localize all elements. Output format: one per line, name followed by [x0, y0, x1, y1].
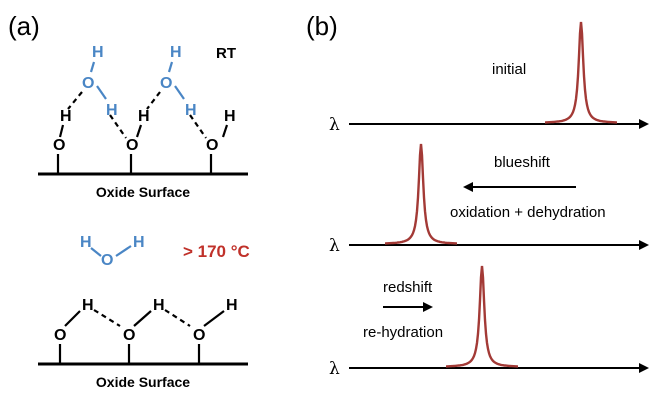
hydroxyl-bottom-3: O H	[193, 297, 238, 363]
free-water-h-left: H	[80, 234, 92, 251]
free-water-h-right: H	[133, 234, 145, 251]
hydroxyl-bottom-3-h: H	[226, 297, 238, 314]
water-2-bond-a	[167, 61, 174, 73]
free-water-bond-b	[115, 245, 132, 257]
axis-symbol-1: λ	[329, 115, 340, 135]
hydroxyl-top-1-o: O	[53, 137, 65, 154]
condition-rt: RT	[216, 45, 236, 62]
water-1-bond-a	[89, 61, 96, 73]
free-water-bond-a	[90, 247, 102, 257]
label-initial: initial	[492, 61, 526, 78]
water-1-o: O	[82, 75, 94, 92]
water-2-h-top: H	[170, 44, 182, 61]
hydroxyl-top-1: H O	[53, 108, 72, 174]
hbond-1	[67, 91, 83, 110]
hydroxyl-bottom-2-h: H	[153, 297, 165, 314]
hydroxyl-bottom-1-o: O	[54, 327, 66, 344]
water-molecule-1: H O H	[82, 44, 118, 119]
axis-symbol-2: λ	[329, 236, 340, 256]
water-1-h-bottom: H	[106, 102, 118, 119]
water-2-o: O	[160, 75, 172, 92]
hydroxyl-top-2: H O	[126, 108, 150, 174]
hydroxyl-bottom-2: O H	[123, 297, 165, 363]
label-oxidation-dehydration: oxidation + dehydration	[450, 204, 606, 221]
hydroxyl-top-1-h: H	[60, 108, 72, 125]
hydroxyl-bottom-2-bond	[133, 310, 152, 327]
hbond-bottom-2	[164, 309, 191, 327]
label-rehydration: re-hydration	[363, 324, 443, 341]
hydroxyl-top-3: H O	[206, 108, 236, 174]
hydroxyl-top-3-bond	[221, 124, 229, 138]
hydroxyl-top-2-o: O	[126, 137, 138, 154]
water-2-bond-b	[174, 85, 185, 100]
hydroxyl-bottom-1: O H	[54, 297, 94, 363]
free-water-o: O	[101, 252, 113, 269]
hbond-4	[189, 114, 207, 139]
panel-b-label: (b)	[306, 11, 338, 41]
hydroxyl-top-1-bond	[58, 124, 65, 138]
hydroxyl-bottom-2-o: O	[123, 327, 135, 344]
condition-high-temp: > 170 °C	[183, 242, 250, 261]
hydroxyl-top-3-o: O	[206, 137, 218, 154]
hydroxyl-bottom-3-o: O	[193, 327, 205, 344]
water-molecule-2: H O H	[160, 44, 197, 119]
spectrum-peak-3	[446, 265, 518, 368]
spectrum-peak-1	[545, 21, 617, 124]
panel-a-label: (a)	[8, 11, 40, 41]
hbond-3	[146, 91, 161, 110]
water-1-h-top: H	[92, 44, 104, 61]
hydroxyl-top-3-h: H	[224, 108, 236, 125]
spectrum-peak-2	[385, 143, 457, 245]
hbond-bottom-1	[93, 309, 121, 327]
hydroxyl-bottom-3-bond	[203, 310, 225, 327]
water-2-h-bottom: H	[185, 102, 197, 119]
hydroxyl-bottom-1-h: H	[82, 297, 94, 314]
free-water-molecule: H O H	[80, 234, 145, 269]
hbond-2	[109, 114, 127, 139]
label-redshift: redshift	[383, 279, 433, 296]
water-1-bond-b	[96, 85, 107, 100]
oxide-surface-label-bottom: Oxide Surface	[96, 374, 190, 390]
hydroxyl-top-2-h: H	[138, 108, 150, 125]
hydroxyl-top-2-bond	[135, 124, 143, 138]
hydroxyl-bottom-1-bond	[64, 310, 81, 327]
label-blueshift: blueshift	[494, 154, 551, 171]
oxide-surface-label-top: Oxide Surface	[96, 184, 190, 200]
axis-symbol-3: λ	[329, 359, 340, 379]
